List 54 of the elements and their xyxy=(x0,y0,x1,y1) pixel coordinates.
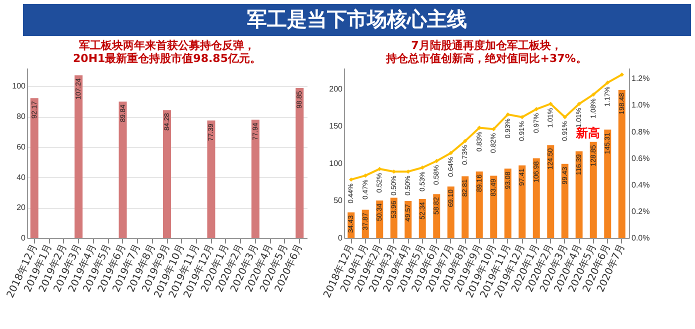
bar xyxy=(518,165,526,238)
point xyxy=(620,72,624,77)
y-tick-label: 60 xyxy=(16,142,26,152)
text: 军工是当下市场核心主线 xyxy=(247,7,467,31)
bar xyxy=(163,110,171,238)
y-tick-label: 150 xyxy=(329,122,344,131)
y-tick-label: 50 xyxy=(334,196,344,206)
point xyxy=(378,166,382,172)
point xyxy=(463,138,468,144)
point xyxy=(520,115,524,120)
bar xyxy=(604,130,612,238)
y-tick-label: 0 xyxy=(338,234,344,242)
y-tick-label: 80 xyxy=(16,112,26,122)
point xyxy=(477,126,482,130)
y2-tick-label: 1.0% xyxy=(632,100,650,110)
point xyxy=(492,126,496,132)
bar xyxy=(30,98,38,238)
y2-tick-label: 0.0% xyxy=(632,234,650,242)
point xyxy=(506,112,510,117)
y-tick-label: 0 xyxy=(21,234,26,242)
y-tick-label: 40 xyxy=(16,172,26,182)
y2-tick-label: 0.8% xyxy=(632,127,650,136)
bar xyxy=(547,145,554,238)
point xyxy=(548,102,553,106)
chart-title: 7月陆股通再度加仓军工板块，持仓总市值创新高，绝对值同比+37%。 xyxy=(385,39,587,65)
point xyxy=(363,173,368,178)
y2-tick-label: 0.4% xyxy=(632,180,650,190)
bar xyxy=(296,88,304,238)
point xyxy=(591,92,596,97)
y-tick-label: 20 xyxy=(16,203,26,212)
point xyxy=(606,80,610,85)
point xyxy=(434,158,439,164)
y-tick-label: 100 xyxy=(329,158,344,168)
y2-tick-label: 0.2% xyxy=(632,206,650,216)
bar xyxy=(576,151,583,238)
bar xyxy=(118,102,127,238)
bar xyxy=(74,75,83,238)
bar xyxy=(590,142,597,238)
bar xyxy=(561,164,568,238)
chart-title: 军工板块两年来首获公募持仓反弹，20H1最新重仓持股市值98.85亿元。 xyxy=(73,39,261,65)
y2-tick-label: 1.2% xyxy=(632,74,650,84)
bar xyxy=(251,120,260,238)
point xyxy=(392,169,396,174)
point xyxy=(406,169,410,174)
y-tick-label: 200 xyxy=(329,84,344,94)
bar xyxy=(618,90,626,238)
point xyxy=(562,115,567,120)
bar xyxy=(207,120,216,238)
point xyxy=(577,102,582,106)
y2-tick-label: 0.6% xyxy=(632,154,650,163)
point xyxy=(349,177,354,182)
point xyxy=(534,107,538,112)
y-tick-label: 100 xyxy=(12,82,26,91)
point xyxy=(420,165,424,170)
